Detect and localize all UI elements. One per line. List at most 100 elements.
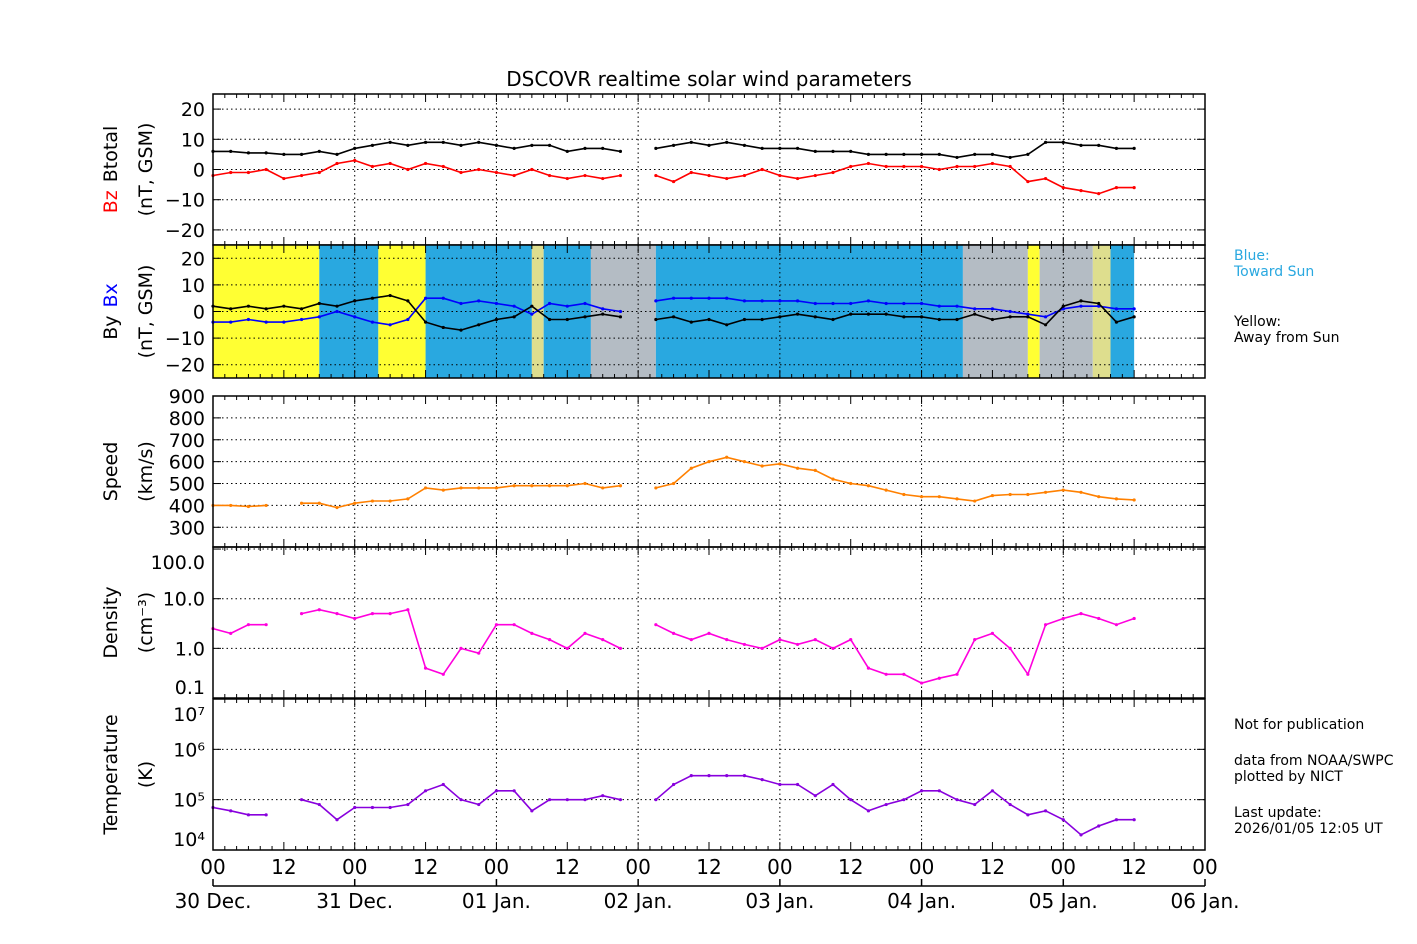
polarity-band-mixed (1039, 245, 1093, 378)
y-axis-label-part: Bz (100, 190, 122, 213)
y-tick-label: 800 (169, 408, 205, 430)
y-axis-unit: (cm⁻³) (135, 592, 157, 653)
date-label: 01 Jan. (462, 889, 531, 913)
panel-frame (212, 546, 1206, 699)
series-line-speed (213, 504, 267, 508)
y-axis-label: Speed (100, 442, 122, 502)
y-tick-label: 300 (169, 517, 205, 539)
series-btotal (211, 140, 1136, 160)
y-axis-label-part: Speed (100, 442, 122, 502)
y-axis-unit: (nT, GSM) (135, 123, 157, 217)
polarity-band-mixed (962, 245, 1028, 378)
series-line-temperature (655, 774, 1135, 836)
y-axis-label-part: Btotal (100, 126, 122, 182)
panel-density: 100.0 10.0 1.0 0.1 Density (cm⁻³) (100, 546, 1206, 699)
series-line-by (212, 294, 621, 331)
series-line-density (655, 612, 1135, 684)
series-line-bx (213, 297, 621, 326)
series-line-density (301, 608, 621, 676)
date-label: 06 Jan. (1171, 889, 1240, 913)
x-tick-label: 12 (1121, 855, 1146, 879)
x-tick-label: 00 (1192, 855, 1217, 879)
series-line-temperature (301, 783, 621, 821)
y-axis-label: Temperature (100, 714, 122, 835)
panel-magnetic-components: 20 10 0 −10 −20 By Bx (nT, GSM) (100, 244, 1206, 379)
y-tick-label: 10⁴ (173, 829, 205, 851)
x-tick-label: 00 (484, 855, 509, 879)
panel-magnetic-total: 20 10 0 −10 −20 Bz Btotal (nT, GSM) (100, 93, 1206, 246)
series-line-temperature (212, 806, 267, 816)
y-tick-label: 500 (169, 474, 205, 496)
series-bz (211, 158, 1136, 196)
series-line-btotal (655, 141, 1135, 159)
x-tick-label: 00 (625, 855, 650, 879)
y-tick-label: −10 (165, 328, 205, 350)
data-source: data from NOAA/SWPC (1234, 753, 1394, 769)
last-update-note: Last update: 2026/01/05 12:05 UT (1234, 805, 1383, 837)
legend-yellow-label: Yellow: (1234, 314, 1282, 330)
y-axis-label-part: Density (100, 586, 122, 658)
polarity-band-away (1027, 245, 1040, 378)
y-tick-label: 700 (169, 430, 205, 452)
y-tick-label: −10 (165, 190, 205, 212)
y-tick-label: 900 (169, 386, 205, 408)
y-tick-label: 20 (181, 99, 205, 121)
y-tick-label: 0.1 (175, 677, 205, 699)
legend-blue-text: Toward Sun (1234, 264, 1315, 280)
x-tick-label: 12 (555, 855, 580, 879)
y-axis-label-part: By (100, 316, 122, 340)
y-tick-label: 10 (181, 129, 205, 151)
polarity-legend-toward: Blue: Toward Sun (1234, 248, 1314, 280)
y-tick-label: 10 (181, 275, 205, 297)
series-line-density (212, 623, 267, 635)
polarity-band-mixed_away (1092, 245, 1111, 378)
polarity-band-toward (655, 245, 963, 378)
series-bx (211, 296, 1136, 327)
date-label: 31 Dec. (316, 889, 393, 913)
chart-title: DSCOVR realtime solar wind parameters (506, 67, 912, 91)
series-line-bz (655, 162, 1135, 195)
y-tick-label: 0 (193, 160, 205, 182)
y-tick-label: 10⁶ (173, 739, 205, 761)
x-tick-label: 00 (342, 855, 367, 879)
series-speed (211, 455, 1136, 510)
series-line-by (655, 300, 1135, 326)
y-tick-label: 10⁵ (173, 790, 205, 812)
last-update-label: Last update: (1234, 805, 1322, 821)
y-axis-label: By Bx (100, 283, 122, 340)
y-tick-label: 20 (181, 248, 205, 270)
y-tick-label: 10.0 (163, 589, 205, 611)
polarity-legend-away: Yellow: Away from Sun (1234, 314, 1339, 346)
series-density (211, 608, 1136, 685)
polarity-band-away (213, 245, 320, 378)
y-axis-label-part: Temperature (100, 714, 122, 835)
y-tick-label: 1.0 (175, 638, 205, 660)
x-tick-label: 12 (413, 855, 438, 879)
y-axis-label: Density (100, 586, 122, 658)
panel-frame (212, 244, 1206, 379)
x-tick-label: 00 (1051, 855, 1076, 879)
x-tick-label: 12 (271, 855, 296, 879)
last-update-value: 2026/01/05 12:05 UT (1234, 821, 1383, 837)
legend-blue-label: Blue: (1234, 248, 1270, 264)
y-axis-label-part: Bx (100, 283, 122, 307)
plotted-by: plotted by NICT (1234, 769, 1343, 785)
series-line-bx (655, 297, 1135, 318)
date-label: 04 Jan. (887, 889, 956, 913)
series-temperature (211, 774, 1136, 837)
date-label: 03 Jan. (745, 889, 814, 913)
panel-frame (212, 395, 1206, 548)
y-axis-unit: (nT, GSM) (135, 265, 157, 359)
series-line-btotal (213, 141, 621, 156)
y-axis-unit: (km/s) (135, 441, 157, 502)
y-tick-label: 0 (193, 302, 205, 324)
y-axis-label: Bz Btotal (100, 126, 122, 214)
y-tick-label: 400 (169, 495, 205, 517)
y-tick-label: 100.0 (151, 552, 205, 574)
not-for-publication-note: Not for publication (1234, 717, 1365, 733)
x-tick-label: 12 (838, 855, 863, 879)
date-label: 05 Jan. (1029, 889, 1098, 913)
y-tick-label: 600 (169, 452, 205, 474)
